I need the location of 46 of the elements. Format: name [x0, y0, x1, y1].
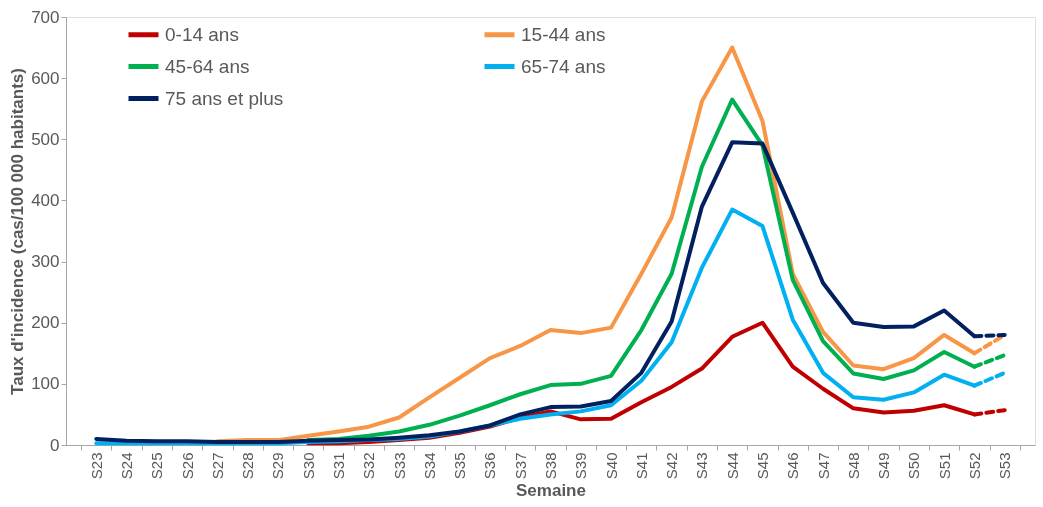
- x-tick-label: S34: [420, 452, 438, 480]
- y-tick-label: 100: [31, 374, 60, 394]
- x-tick-label: S38: [542, 452, 559, 480]
- legend-label: 65-74 ans: [521, 55, 606, 77]
- x-tick-label: S48: [844, 452, 862, 480]
- x-tick-label: S24: [118, 452, 136, 480]
- y-tick-label: 700: [31, 7, 60, 27]
- x-tick-label: S35: [451, 452, 469, 480]
- x-tick-label: S40: [602, 452, 620, 480]
- x-tick-label: S51: [935, 452, 953, 480]
- x-tick-label: S25: [148, 452, 166, 480]
- y-tick-label: 500: [31, 129, 60, 149]
- y-tick-label: 600: [31, 68, 60, 88]
- x-tick-label: S39: [572, 452, 590, 480]
- x-tick-label: S30: [299, 452, 317, 480]
- x-tick-label: S32: [360, 452, 378, 480]
- y-tick-label: 200: [31, 313, 60, 333]
- x-tick-label: S46: [784, 452, 802, 480]
- x-tick-label: S43: [693, 452, 711, 480]
- x-tick-label: S36: [481, 452, 499, 480]
- y-axis-title: Taux d'incidence (cas/100 000 habitants): [8, 68, 28, 395]
- legend-label: 45-64 ans: [165, 55, 250, 77]
- x-tick-label: S53: [996, 452, 1014, 480]
- y-tick-label: 400: [31, 190, 60, 210]
- legend-label: 0-14 ans: [165, 23, 239, 45]
- x-tick-label: S29: [269, 452, 287, 480]
- x-tick-label: S41: [632, 452, 650, 480]
- legend-label: 75 ans et plus: [165, 87, 284, 109]
- x-tick-label: S23: [87, 452, 105, 480]
- x-tick-label: S26: [178, 452, 196, 480]
- x-tick-label: S50: [905, 452, 923, 480]
- y-tick-label: 0: [50, 435, 60, 455]
- x-tick-label: S31: [330, 452, 348, 480]
- x-tick-label: S47: [814, 452, 832, 480]
- x-tick-label: S45: [753, 452, 771, 480]
- legend-label: 15-44 ans: [521, 23, 606, 45]
- x-tick-label: S44: [723, 452, 741, 480]
- x-tick-label: S37: [511, 452, 529, 480]
- x-tick-label: S49: [875, 452, 893, 480]
- x-tick-label: S52: [965, 452, 983, 480]
- x-tick-label: S42: [663, 452, 681, 480]
- x-axis-title: Semaine: [516, 481, 586, 501]
- x-tick-label: S28: [239, 452, 257, 480]
- y-tick-label: 300: [31, 252, 60, 272]
- x-tick-label: S33: [390, 452, 408, 480]
- x-tick-label: S27: [208, 452, 226, 480]
